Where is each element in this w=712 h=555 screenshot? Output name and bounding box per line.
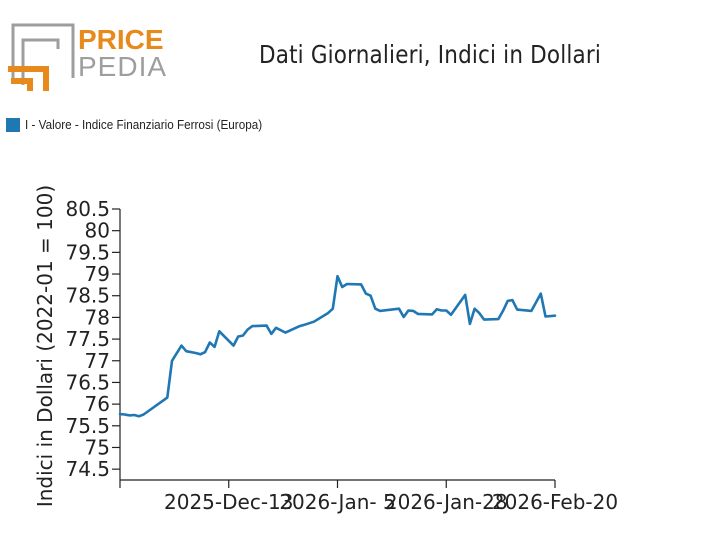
logo-text-pedia: PEDIA	[78, 51, 167, 82]
y-tick-label: 78.5	[65, 284, 110, 308]
pricepedia-logo: PRICE PEDIA	[8, 23, 167, 91]
y-tick-label: 76	[85, 392, 110, 416]
y-tick-label: 79	[85, 262, 110, 286]
series-layer	[118, 274, 557, 418]
chart-title: Dati Giornalieri, Indici in Dollari	[258, 40, 601, 69]
x-tick-label: 2026-Jan- 5	[279, 490, 395, 514]
y-tick-label: 77	[85, 349, 110, 373]
x-tick-label: 2025-Dec-13	[164, 490, 293, 514]
x-tick-label: 2026-Feb-20	[492, 490, 618, 514]
y-axis-label: Indici in Dollari (2022-01 = 100)	[33, 185, 57, 507]
legend[interactable]: I - Valore - Indice Finanziario Ferrosi …	[6, 117, 288, 132]
legend-label: I - Valore - Indice Finanziario Ferrosi …	[25, 117, 263, 132]
y-tick-label: 78	[85, 305, 110, 329]
series-line	[118, 274, 557, 418]
y-tick-label: 74.5	[65, 457, 110, 481]
y-tick-label: 80	[85, 219, 110, 243]
logo-mark	[8, 23, 75, 91]
y-tick-label: 77.5	[65, 327, 110, 351]
y-tick-label: 79.5	[65, 240, 110, 264]
y-tick-label: 80.5	[65, 197, 110, 221]
legend-swatch	[6, 117, 20, 132]
logo-text-price: PRICE	[78, 24, 164, 55]
x-tick-label: 2026-Jan-28	[385, 490, 508, 514]
y-tick-label: 76.5	[65, 370, 110, 394]
y-tick-label: 75.5	[65, 414, 110, 438]
y-tick-label: 75	[85, 435, 110, 459]
